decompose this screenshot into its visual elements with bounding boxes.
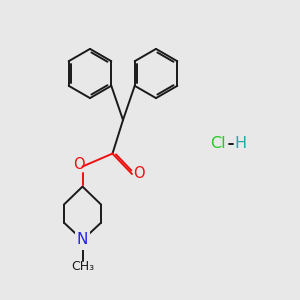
Text: Cl: Cl	[210, 136, 226, 152]
Text: H: H	[235, 136, 247, 152]
Text: O: O	[73, 157, 84, 172]
Text: CH₃: CH₃	[71, 260, 94, 273]
Text: N: N	[77, 232, 88, 247]
Text: O: O	[133, 167, 144, 182]
